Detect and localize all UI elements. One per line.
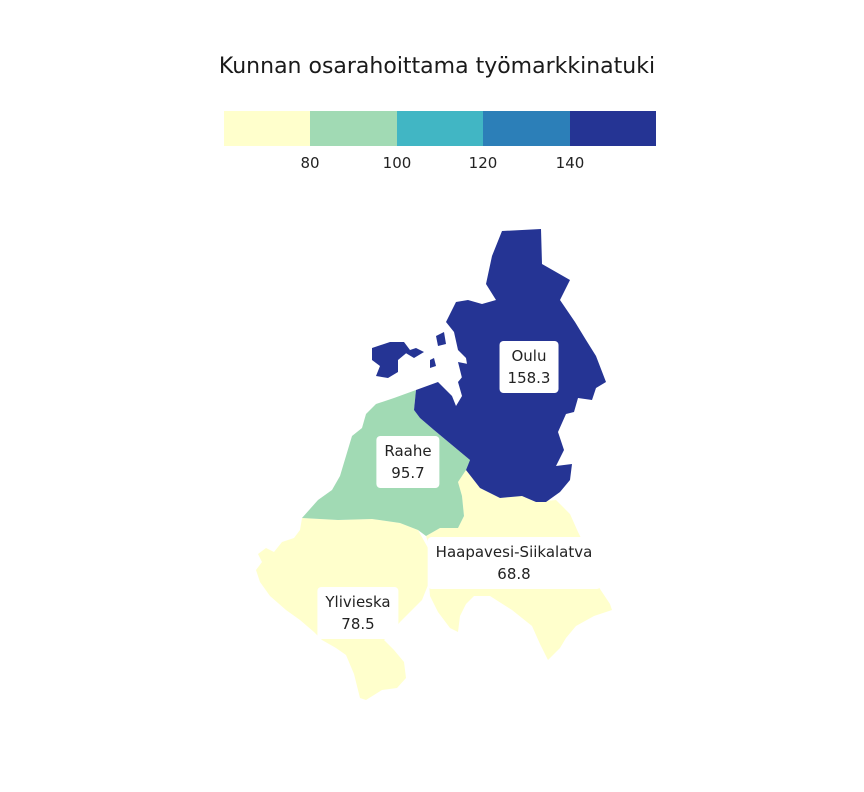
legend-swatch-5 [569,111,657,146]
color-legend [224,111,657,146]
label-oulu-value: 158.3 [507,369,551,387]
legend-tick-80: 80 [300,154,320,172]
legend-tick-120: 120 [468,154,498,172]
label-ylivieska-value: 78.5 [341,615,375,633]
legend-swatch-3 [396,111,484,146]
label-raahe-value: 95.7 [391,464,425,482]
legend-swatch-1 [224,111,311,146]
legend-swatch-4 [483,111,570,146]
label-ylivieska: Ylivieska 78.5 [317,587,399,639]
legend-tick-140: 140 [555,154,585,172]
map-title: Kunnan osarahoittama työmarkkinatuki [218,54,656,79]
island-5 [430,358,436,368]
label-raahe-name: Raahe [384,442,432,460]
label-oulu-name: Oulu [511,347,547,365]
island-1 [372,342,410,378]
label-haapavesi-siikalatva-name: Haapavesi-Siikalatva [435,543,593,561]
label-raahe: Raahe 95.7 [376,436,440,488]
label-haapavesi-siikalatva: Haapavesi-Siikalatva 68.8 [427,537,601,589]
label-oulu: Oulu 158.3 [499,341,559,393]
island-3 [436,332,446,346]
island-2 [404,348,424,358]
legend-swatch-2 [310,111,397,146]
label-haapavesi-siikalatva-value: 68.8 [497,565,531,583]
legend-ticks: 80 100 120 140 [224,154,656,176]
island-4 [458,362,470,378]
legend-tick-100: 100 [382,154,412,172]
label-ylivieska-name: Ylivieska [325,593,391,611]
